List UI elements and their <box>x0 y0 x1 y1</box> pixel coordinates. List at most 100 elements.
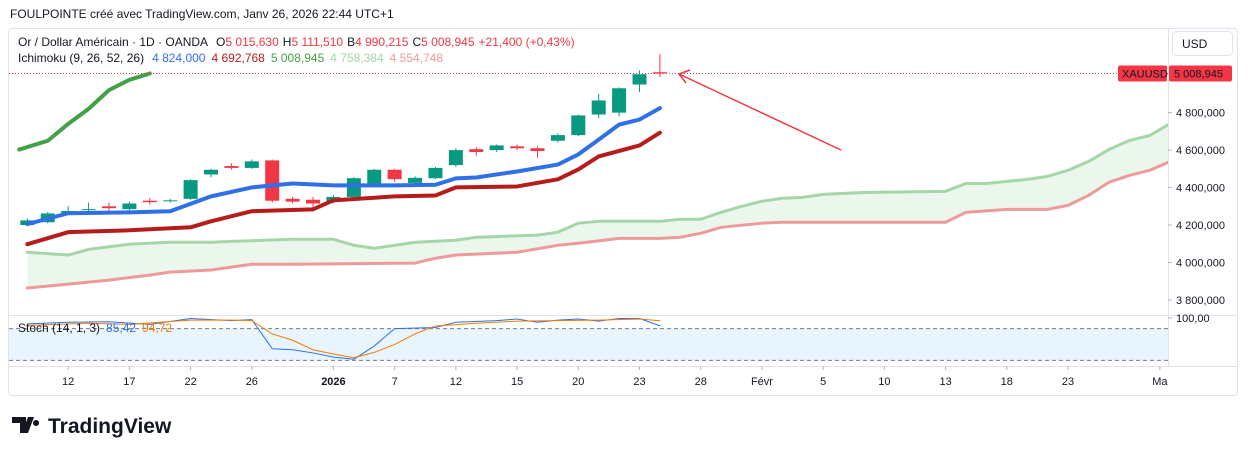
indicator-line: Ichimoku (9, 26, 52, 26) 4 824,000 4 692,7… <box>18 51 443 65</box>
candle-body <box>550 135 565 141</box>
candle-body <box>306 199 321 204</box>
x-tick-label: 10 <box>878 376 890 388</box>
stoch-label: Stoch (14, 1, 3) <box>18 321 100 335</box>
ohlc-key: H <box>283 35 292 49</box>
indicator-value: 4 554,748 <box>390 51 444 65</box>
x-tick-label: 28 <box>695 376 707 388</box>
candle-body <box>530 148 545 152</box>
x-tick-label: 17 <box>123 376 135 388</box>
candle-body <box>81 209 96 211</box>
indicator-value: 4 692,768 <box>211 51 265 65</box>
candle-body <box>632 74 647 85</box>
candle-body <box>591 100 606 115</box>
candle-body <box>448 150 463 166</box>
legend-line: Or / Dollar Américain · 1D · OANDA O5 015… <box>18 35 575 49</box>
main-pane <box>9 54 1168 290</box>
candle-body <box>571 115 586 136</box>
candle-body <box>367 169 382 184</box>
x-tick-label: 15 <box>511 376 523 388</box>
x-tick-label: 18 <box>1001 376 1013 388</box>
candle-body <box>469 149 484 152</box>
arrow-line <box>678 73 842 151</box>
chart-frame <box>8 28 1238 396</box>
cloud <box>27 124 1168 289</box>
ohlc-key: O <box>216 35 225 49</box>
page-title: FOULPOINTE créé avec TradingView.com, Ja… <box>10 7 394 21</box>
x-tick-label: 2026 <box>321 376 345 388</box>
symbol-tag <box>1118 65 1167 82</box>
line <box>25 160 1168 290</box>
x-tick-label: 5 <box>820 376 826 388</box>
stoch-pane <box>9 318 1168 361</box>
stoch-tick-label: 100,00 <box>1176 313 1210 325</box>
y-tick-label: 4 800,000 <box>1176 108 1225 120</box>
candle-body <box>224 166 239 168</box>
candle-body <box>244 161 259 168</box>
y-tick-label: 4 600,000 <box>1176 145 1225 157</box>
y-tick-label: 4 000,000 <box>1176 258 1225 270</box>
x-tick-label: 20 <box>572 376 584 388</box>
y-tick-label: 3 800,000 <box>1176 295 1225 307</box>
candle-body <box>101 206 116 209</box>
line <box>26 318 661 360</box>
logo <box>12 417 40 433</box>
x-tick-label: 23 <box>633 376 645 388</box>
x-tick-label: 22 <box>184 376 196 388</box>
candle-body <box>163 200 178 202</box>
candle-body <box>265 160 280 201</box>
candle-body <box>387 169 402 180</box>
stoch-value: 94,72 <box>142 321 172 335</box>
candle-body <box>408 177 423 183</box>
ohlc-value: 5 015,630 <box>225 35 279 49</box>
stoch-value: 85,42 <box>106 321 136 335</box>
indicator: Ichimoku (9, 26, 52, 26) <box>18 51 144 65</box>
x-tick-label: 12 <box>450 376 462 388</box>
stoch-legend: Stoch (14, 1, 3) 85,42 94,72 <box>18 321 172 335</box>
x-tick-label: 23 <box>1062 376 1074 388</box>
candle-body <box>142 200 157 203</box>
x-tick-label: Ma <box>1152 376 1168 388</box>
ohlc-value: 5 008,945 <box>421 35 475 49</box>
indicator-value: 4 824,000 <box>152 51 206 65</box>
stoch-band <box>9 328 1168 361</box>
candle-body <box>285 198 300 202</box>
x-tick-label: 12 <box>62 376 74 388</box>
ohlc-value: 5 111,510 <box>291 35 343 49</box>
arrow-head <box>677 69 691 84</box>
symbol-tag-label: XAUUSD <box>1122 68 1168 80</box>
brand: TradingView <box>48 415 172 438</box>
x-tick-label: 7 <box>392 376 398 388</box>
candle-body <box>183 180 198 199</box>
candle-body <box>428 167 443 179</box>
axes: 3 800,000 4 000,000 4 200,000 4 400,000 4 60… <box>62 65 1232 388</box>
y-tick-label: 4 200,000 <box>1176 220 1225 232</box>
line <box>25 123 1168 257</box>
ohlc-key: B <box>347 35 355 49</box>
currency-button[interactable] <box>1172 31 1233 56</box>
indicator-value: 5 008,945 <box>271 51 325 65</box>
candle-body <box>122 203 137 210</box>
candle-body <box>489 145 504 151</box>
ohlc: O5 015,630 H5 111,510 B4 990,215 C5 008,945 <box>216 35 475 49</box>
line <box>25 130 662 247</box>
x-tick-label: Févr <box>751 376 773 388</box>
y-tick-label: 4 400,000 <box>1176 183 1225 195</box>
ohlc-value: 4 990,215 <box>355 35 409 49</box>
candle-body <box>510 146 525 149</box>
line <box>25 106 662 227</box>
candle-body <box>652 72 667 74</box>
currency[interactable]: USD <box>1182 37 1208 51</box>
x-tick-label: 26 <box>246 376 258 388</box>
line <box>17 71 152 152</box>
indicator-value: 4 758,384 <box>330 51 384 65</box>
candle-body <box>204 169 219 175</box>
candle-body <box>612 88 627 113</box>
x-tick-label: 13 <box>939 376 951 388</box>
candle-body <box>346 178 361 197</box>
change: +21,400 (+0,43%) <box>479 35 575 49</box>
price-tag-label: 5 008,945 <box>1174 68 1223 80</box>
line <box>26 318 661 359</box>
ohlc-key: C <box>412 35 421 49</box>
